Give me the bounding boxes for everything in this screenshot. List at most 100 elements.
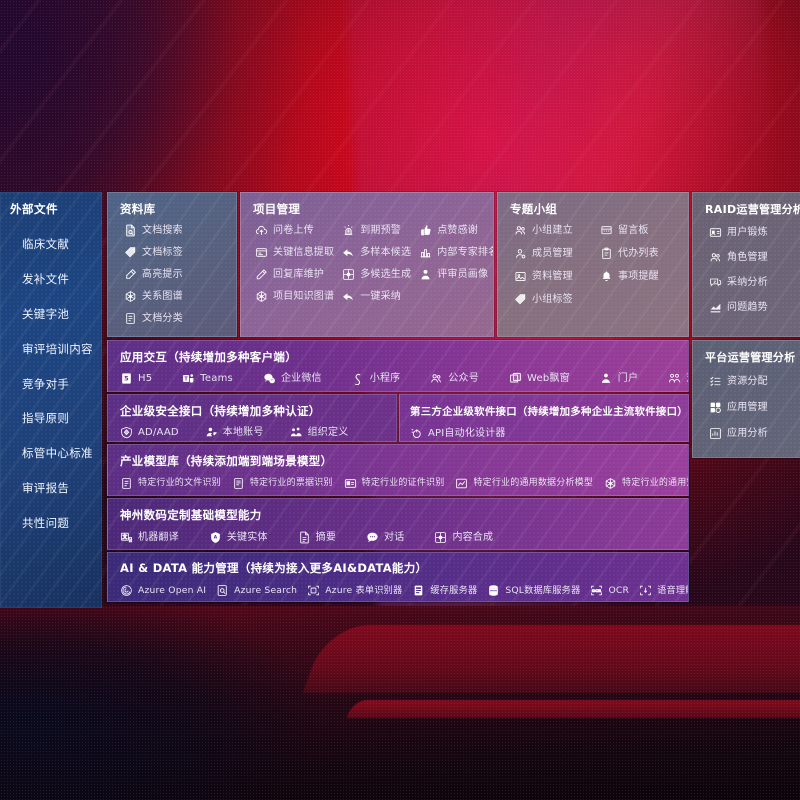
library-item-highlight[interactable]: 高亮提示 — [124, 268, 228, 281]
raid-item-role-management[interactable]: 角色管理 — [709, 251, 793, 264]
group-item-create-group[interactable]: 小组建立 — [514, 224, 594, 237]
project-item-reviewer-profile[interactable]: 评审员画像 — [419, 268, 493, 281]
interaction-item-teams[interactable]: T Teams — [182, 372, 233, 385]
model-item-file-recognition[interactable]: 特定行业的文件识别 — [120, 477, 221, 490]
platform-item-app-management[interactable]: 应用管理 — [709, 401, 793, 414]
sidebar-item-supplement-files[interactable]: 发补文件 — [22, 272, 70, 287]
base-item-key-entity[interactable]: A 关键实体 — [209, 531, 268, 544]
raid-item-issue-trend[interactable]: 问题趋势 — [709, 301, 793, 314]
project-item-multi-sample-candidate[interactable]: 多样本候选 — [342, 246, 411, 259]
interaction-item-mini-program[interactable]: 小程序 — [352, 372, 401, 385]
security-item-org-definition[interactable]: 组织定义 — [290, 426, 349, 439]
search-doc-icon — [216, 584, 229, 597]
group-item-label: 成员管理 — [532, 247, 573, 259]
security-item-label: AD/AAD — [138, 426, 179, 438]
person-key-icon — [205, 426, 218, 439]
project-item-questionnaire-upload[interactable]: 问卷上传 — [255, 224, 334, 237]
raid-analysis-panel[interactable]: RAID运营管理分析 用户锻炼 角色管理 采纳分析 问题趋势 — [692, 192, 800, 337]
project-item-reply-library[interactable]: 回复库维护 — [255, 268, 334, 281]
security-item-ad-aad[interactable]: AD/AAD — [120, 426, 179, 439]
library-item-document-tag[interactable]: 文档标签 — [124, 246, 228, 259]
project-item-multi-candidate-gen[interactable]: 多候选生成 — [342, 268, 411, 281]
ai-item-azure-openai[interactable]: Azure Open AI — [120, 584, 206, 597]
sidebar-item-standards-center[interactable]: 标管中心标准 — [22, 446, 93, 461]
svg-text:文: 文 — [122, 534, 127, 541]
model-item-data-analysis[interactable]: 特定行业的通用数据分析模型 — [455, 477, 593, 490]
project-item-expert-ranking[interactable]: 内部专家排名 — [419, 246, 493, 259]
library-panel[interactable]: 资料库 文档搜索 文档标签 高亮提示 关系图谱 — [107, 192, 237, 337]
project-item-key-info-extract[interactable]: 关键信息提取 — [255, 246, 334, 259]
sidebar-item-clinical-literature[interactable]: 临床文献 — [22, 237, 70, 252]
model-item-knowledge-graph[interactable]: 特定行业的通用知识图谱模型 — [604, 477, 688, 490]
topic-group-panel[interactable]: 专题小组 小组建立 留言板 成员管理 代办列表 — [497, 192, 689, 337]
sidebar-item-review-training[interactable]: 审评培训内容 — [22, 341, 93, 356]
group-item-reminder[interactable]: 事项提醒 — [600, 270, 680, 283]
interaction-item-dialog[interactable]: 对话 — [668, 372, 688, 385]
ai-item-cache-server[interactable]: 缓存服务器 — [412, 584, 477, 597]
interaction-item-web-float-window[interactable]: Web飘窗 — [509, 372, 570, 385]
graph-network-icon — [255, 290, 268, 303]
document-search-icon — [124, 224, 137, 237]
library-item-document-category[interactable]: 文档分类 — [124, 312, 228, 325]
base-item-machine-translation[interactable]: 文 机器翻译 — [120, 531, 179, 544]
library-item-document-search[interactable]: 文档搜索 — [124, 224, 228, 237]
group-item-todo-list[interactable]: 代办列表 — [600, 247, 680, 260]
base-item-label: 关键实体 — [226, 531, 268, 543]
sidebar-item-guidelines[interactable]: 指导原则 — [22, 411, 70, 426]
entity-badge-icon: A — [209, 531, 222, 544]
ai-item-azure-search[interactable]: Azure Search — [216, 584, 297, 597]
ai-item-ocr[interactable]: OCR OCR — [590, 584, 629, 597]
platform-item-app-analysis[interactable]: 应用分析 — [709, 427, 793, 440]
sidebar-item-common-issues[interactable]: 共性问题 — [22, 515, 70, 530]
group-item-message-board[interactable]: 留言板 — [600, 224, 680, 237]
base-item-summary[interactable]: 摘要 — [298, 531, 336, 544]
interaction-item-portal[interactable]: 门户 — [600, 372, 638, 385]
project-item-thanks[interactable]: 点赞感谢 — [419, 224, 493, 237]
group-item-label: 资料管理 — [532, 270, 573, 282]
merge-grid-icon — [342, 268, 355, 281]
third-party-interface-row[interactable]: 第三方企业级软件接口（持续增加多种企业主流软件接口） API自动化设计器 — [399, 394, 689, 442]
external-files-sidebar[interactable]: 外部文件 临床文献 发补文件 关键字池 审评培训内容 竞争对手 指导原则 标管中… — [0, 192, 102, 608]
model-item-id-recognition[interactable]: 特定行业的证件识别 — [344, 477, 445, 490]
library-header: 资料库 — [108, 193, 236, 217]
interaction-item-label: Web飘窗 — [526, 372, 570, 384]
id-recognize-icon — [344, 477, 357, 490]
interaction-items: 5 H5 T Teams 企业微信 小程序 公众号 — [108, 365, 688, 385]
raid-item-adoption-analysis[interactable]: 采纳分析 — [709, 276, 793, 289]
project-item-expiry-alert[interactable]: 到期预警 — [342, 224, 411, 237]
ai-item-form-recognizer[interactable]: Azure 表单识别器 — [307, 584, 402, 597]
project-item-knowledge-graph[interactable]: 项目知识图谱 — [255, 290, 334, 303]
sidebar-item-competitors[interactable]: 竞争对手 — [22, 376, 70, 391]
interaction-item-wechat-work[interactable]: 企业微信 — [263, 372, 322, 385]
model-items: 特定行业的文件识别 特定行业的票据识别 特定行业的证件识别 特定行业的通用数据分… — [108, 469, 688, 490]
ai-item-sql-database[interactable]: SQL数据库服务器 — [487, 584, 580, 597]
grid-gear-icon — [709, 401, 722, 414]
sidebar-item-keyword-pool[interactable]: 关键字池 — [22, 306, 70, 321]
platform-analysis-panel[interactable]: 平台运营管理分析 资源分配 应用管理 应用分析 — [692, 340, 800, 458]
sidebar-hatch-texture — [0, 192, 102, 608]
ai-data-capability-row[interactable]: AI & DATA 能力管理（持续为接入更多AI&DATA能力） Azure O… — [107, 552, 689, 602]
thirdparty-item-api-designer[interactable]: API自动化设计器 — [410, 427, 506, 440]
app-interaction-row[interactable]: 应用交互（持续增加多种客户端） 5 H5 T Teams 企业微信 小程序 — [107, 340, 689, 392]
industry-model-library-row[interactable]: 产业模型库（持续添加端到端场景模型） 特定行业的文件识别 特定行业的票据识别 特… — [107, 444, 689, 496]
cloud-upload-icon — [255, 224, 268, 237]
platform-title: 平台运营管理分析 — [705, 351, 796, 364]
interaction-item-official-account[interactable]: 公众号 — [430, 372, 479, 385]
project-item-one-click-adopt[interactable]: 一键采纳 — [342, 290, 411, 303]
base-item-dialog[interactable]: 对话 — [366, 531, 404, 544]
base-model-capability-row[interactable]: 神州数码定制基础模型能力 文 机器翻译 A 关键实体 摘要 对话 — [107, 498, 689, 550]
group-item-group-tag[interactable]: 小组标签 — [514, 293, 594, 306]
platform-item-resource-allocation[interactable]: 资源分配 — [709, 375, 793, 388]
security-item-local-account[interactable]: 本地账号 — [205, 426, 264, 439]
enterprise-security-row[interactable]: 企业级安全接口（持续增加多种认证） AD/AAD 本地账号 组织定义 — [107, 394, 397, 442]
sidebar-item-review-report[interactable]: 审评报告 — [22, 480, 70, 495]
library-item-relation-graph[interactable]: 关系图谱 — [124, 290, 228, 303]
group-item-member-management[interactable]: 成员管理 — [514, 247, 594, 260]
raid-item-user-profile[interactable]: 用户锻炼 — [709, 226, 793, 239]
base-item-content-synthesis[interactable]: 内容合成 — [434, 531, 493, 544]
project-management-panel[interactable]: 项目管理 问卷上传 到期预警 点赞感谢 关键信息提取 — [240, 192, 494, 337]
model-item-invoice-recognition[interactable]: 特定行业的票据识别 — [232, 477, 333, 490]
interaction-item-h5[interactable]: 5 H5 — [120, 372, 152, 385]
group-item-material-management[interactable]: 资料管理 — [514, 270, 594, 283]
ai-item-voice-understanding[interactable]: 语音理解 — [639, 584, 688, 597]
